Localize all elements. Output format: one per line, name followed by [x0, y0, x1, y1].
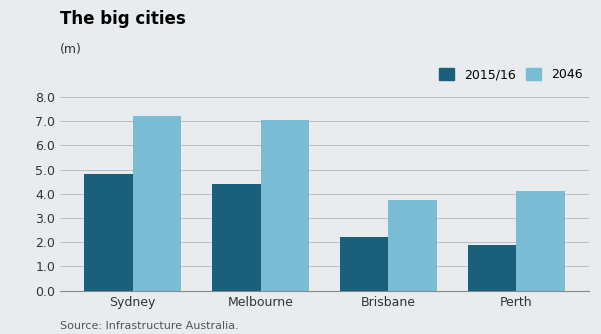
Bar	[340, 237, 388, 291]
Bar	[468, 244, 516, 291]
Text: Source: Infrastructure Australia.: Source: Infrastructure Australia.	[60, 321, 239, 331]
Legend: 2015/16, 2046: 2015/16, 2046	[439, 68, 583, 81]
Text: (m): (m)	[60, 43, 82, 56]
Bar	[261, 120, 309, 291]
Bar	[212, 184, 261, 291]
Text: The big cities: The big cities	[60, 10, 186, 28]
Bar	[84, 174, 133, 291]
Bar	[516, 191, 565, 291]
Bar	[133, 116, 182, 291]
Bar	[388, 200, 437, 291]
